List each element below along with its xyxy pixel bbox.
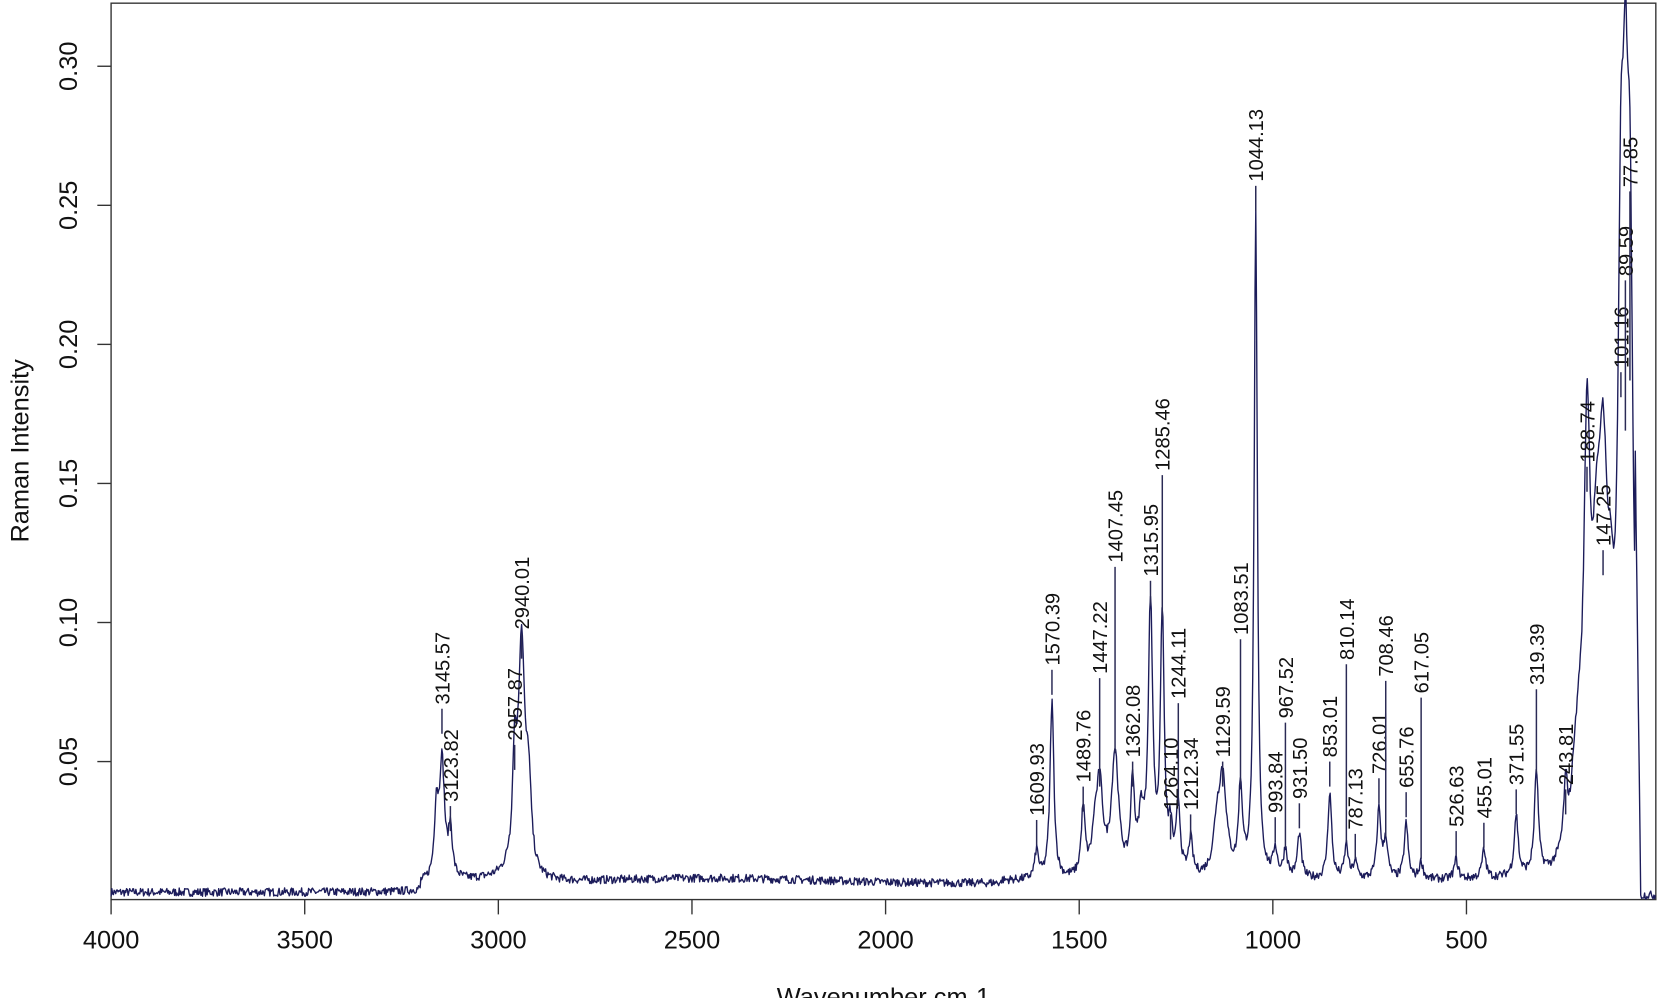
peak-label: 1044.13 bbox=[1246, 109, 1268, 182]
peak-label: 147.25 bbox=[1593, 484, 1615, 545]
peak-label: 1447.22 bbox=[1090, 601, 1112, 674]
x-tick-label: 500 bbox=[1445, 926, 1487, 954]
peak-label: 1407.45 bbox=[1105, 490, 1127, 563]
peak-label: 89.59 bbox=[1616, 226, 1638, 276]
y-tick-label: 0.20 bbox=[55, 320, 83, 369]
peak-label: 2940.01 bbox=[512, 557, 534, 630]
y-tick-label: 0.15 bbox=[55, 459, 83, 508]
plot-frame bbox=[110, 2, 1657, 901]
x-tick-label: 1000 bbox=[1245, 926, 1301, 954]
peak-label: 853.01 bbox=[1320, 696, 1342, 757]
x-axis-label: Wavenumber cm-1 bbox=[777, 983, 990, 998]
peak-label: 1083.51 bbox=[1231, 562, 1253, 635]
peak-label: 931.50 bbox=[1290, 738, 1312, 799]
y-tick-label: 0.25 bbox=[55, 181, 83, 230]
peak-label: 655.76 bbox=[1397, 726, 1419, 787]
peak-label: 2957.87 bbox=[505, 668, 527, 741]
peak-label: 1129.59 bbox=[1213, 686, 1235, 757]
peak-label: 3145.57 bbox=[432, 632, 454, 705]
y-tick-label: 0.05 bbox=[55, 737, 83, 786]
peak-label: 101.16 bbox=[1611, 306, 1633, 367]
peak-labels: 3145.57 3123.82 2957.87 2940.01 1609.93 1570.… bbox=[432, 109, 1642, 859]
peak-label: 3123.82 bbox=[441, 729, 463, 802]
peak-label: 1315.95 bbox=[1141, 504, 1163, 577]
x-tick-label: 2500 bbox=[664, 926, 720, 954]
y-tick-label: 0.10 bbox=[55, 598, 83, 647]
peak-label: 967.52 bbox=[1276, 657, 1298, 718]
peak-label: 1609.93 bbox=[1027, 743, 1049, 816]
spectrum-line bbox=[110, 0, 1657, 900]
peak-label: 993.84 bbox=[1266, 751, 1288, 812]
x-tick-label: 3000 bbox=[470, 926, 526, 954]
peak-label: 371.55 bbox=[1507, 724, 1529, 785]
y-tick-label: 0.30 bbox=[55, 42, 83, 91]
peak-label: 1362.08 bbox=[1123, 685, 1145, 758]
peak-label: 1244.11 bbox=[1169, 628, 1191, 699]
peak-label: 617.05 bbox=[1412, 632, 1434, 693]
x-tick-label: 3500 bbox=[276, 926, 332, 954]
peak-label: 1264.10 bbox=[1161, 738, 1183, 811]
peak-label: 726.01 bbox=[1369, 713, 1391, 774]
axes: 4000 3500 3000 2500 2000 1500 1000 500 0.05 0.10 0… bbox=[55, 2, 1657, 954]
peak-label: 319.39 bbox=[1527, 624, 1549, 685]
peak-label: 77.85 bbox=[1620, 137, 1642, 187]
peak-label: 1212.34 bbox=[1181, 738, 1203, 811]
peak-label: 787.13 bbox=[1346, 768, 1368, 829]
y-axis-label: Raman Intensity bbox=[7, 359, 35, 543]
peak-label: 1285.46 bbox=[1153, 398, 1175, 471]
peak-label: 188.74 bbox=[1577, 401, 1599, 462]
peak-label: 526.63 bbox=[1447, 765, 1469, 826]
peak-label: 243.81 bbox=[1556, 724, 1578, 785]
x-tick-label: 1500 bbox=[1051, 926, 1107, 954]
peak-label: 810.14 bbox=[1337, 599, 1359, 660]
peak-label: 1570.39 bbox=[1042, 593, 1064, 666]
peak-label: 1489.76 bbox=[1074, 710, 1096, 783]
x-tick-label: 4000 bbox=[83, 926, 139, 954]
x-tick-label: 2000 bbox=[857, 926, 913, 954]
peak-label: 708.46 bbox=[1376, 615, 1398, 676]
peak-label: 455.01 bbox=[1474, 757, 1496, 818]
